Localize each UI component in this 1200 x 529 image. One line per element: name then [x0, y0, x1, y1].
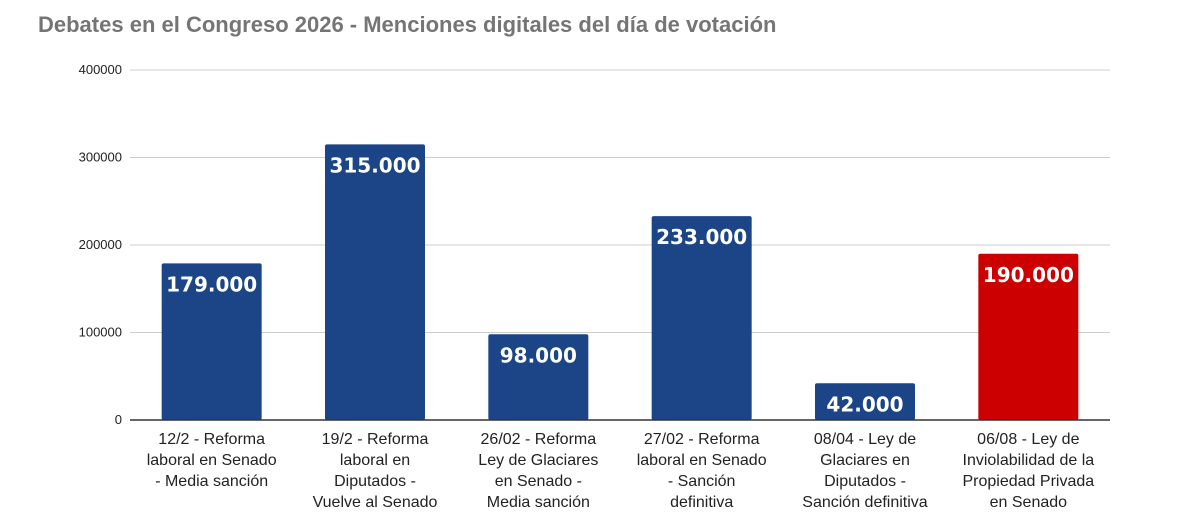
bar [161, 263, 262, 420]
data-label: 315.000 [329, 153, 420, 177]
x-tick-label: 08/04 - Ley de [814, 431, 916, 448]
x-tick-label: - Media sanción [155, 473, 268, 490]
x-tick-label: Diputados - [824, 473, 906, 490]
data-label: 98.000 [500, 343, 577, 367]
x-tick-label: laboral en Senado [147, 452, 277, 469]
x-tick-label: definitiva [670, 494, 733, 511]
x-tick-label: Sanción definitiva [802, 494, 928, 511]
x-tick-label: laboral en Senado [637, 452, 767, 469]
x-tick-label: 19/2 - Reforma [322, 431, 429, 448]
x-tick-label: Diputados - [334, 473, 416, 490]
y-tick-label: 300000 [79, 150, 122, 165]
y-tick-label: 0 [115, 412, 122, 427]
bar [488, 334, 589, 420]
x-tick-label: 06/08 - Ley de [977, 431, 1079, 448]
bar [978, 253, 1079, 420]
data-label: 179.000 [166, 272, 257, 296]
data-label: 42.000 [826, 392, 903, 416]
chart-title: Debates en el Congreso 2026 - Menciones … [38, 12, 777, 37]
y-tick-label: 200000 [79, 237, 122, 252]
x-tick-label: Ley de Glaciares [478, 452, 598, 469]
x-tick-label: Glaciares en [820, 452, 910, 469]
x-tick-label: 12/2 - Reforma [158, 431, 265, 448]
x-tick-label: Media sanción [487, 494, 590, 511]
y-tick-label: 100000 [79, 325, 122, 340]
x-tick-label: en Senado [990, 494, 1068, 511]
data-label: 233.000 [656, 225, 747, 249]
x-tick-label: - Sanción [668, 473, 736, 490]
bar [325, 144, 425, 420]
data-label: 190.000 [983, 263, 1074, 287]
x-tick-label: en Senado - [495, 473, 582, 490]
x-tick-label: 27/02 - Reforma [644, 431, 760, 448]
bar [651, 216, 752, 420]
x-tick-label: Vuelve al Senado [313, 494, 438, 511]
x-tick-label: Inviolabilidad de la [963, 452, 1095, 469]
bar [815, 383, 915, 420]
x-tick-label: 26/02 - Reforma [481, 431, 597, 448]
y-tick-label: 400000 [79, 62, 122, 77]
x-tick-label: laboral en [340, 452, 410, 469]
x-tick-label: Propiedad Privada [963, 473, 1095, 490]
